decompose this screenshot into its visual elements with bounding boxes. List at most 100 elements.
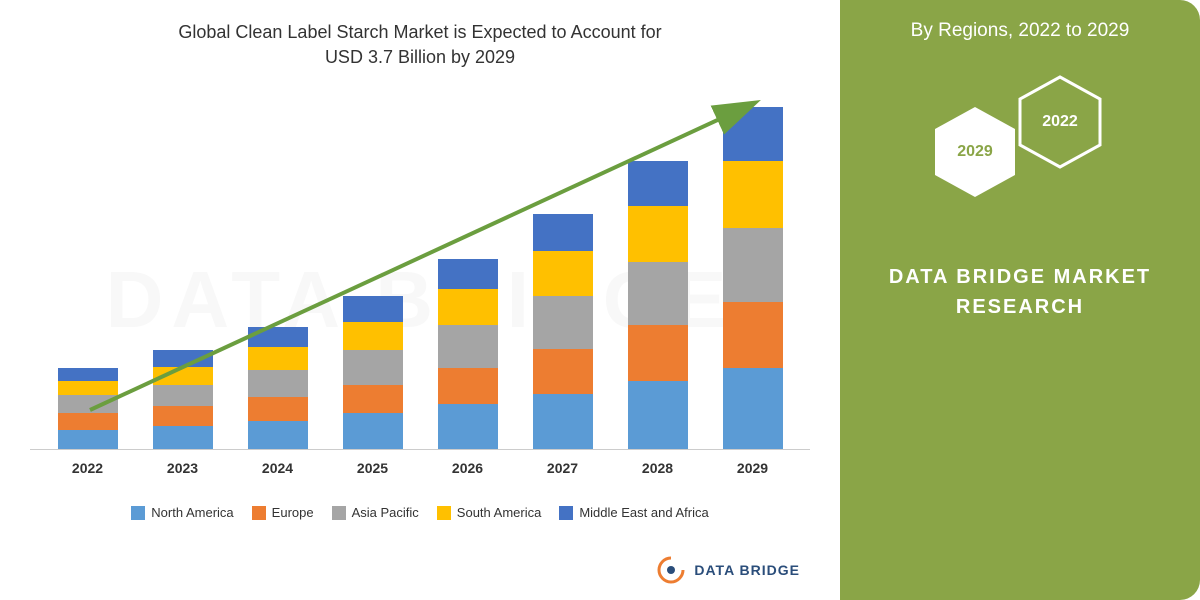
bar-segment [343,322,403,351]
legend-label: Middle East and Africa [579,505,708,520]
bar-group [623,161,693,449]
bar-segment [153,406,213,426]
x-label: 2022 [53,460,123,476]
bar-segment [343,413,403,449]
brand-line1: DATA BRIDGE MARKET [889,266,1151,288]
legend-swatch [559,506,573,520]
bar-segment [533,251,593,296]
x-label: 2023 [148,460,218,476]
bar-group [148,350,218,449]
hex-label-2029: 2029 [957,143,993,161]
bar-group [338,296,408,449]
x-label: 2026 [433,460,503,476]
bar-segment [58,368,118,381]
bar-segment [438,404,498,449]
bar-group [53,368,123,449]
bar-stack [248,327,308,449]
bar-segment [723,302,783,369]
bar-segment [153,350,213,366]
hexagons: 2029 2022 [920,72,1120,222]
brand-line2: RESEARCH [956,296,1084,318]
hex-label-2022: 2022 [1042,113,1078,131]
legend: North America Europe Asia Pacific South Ame… [30,505,810,520]
legend-label: South America [457,505,542,520]
x-label: 2029 [718,460,788,476]
chart-title: Global Clean Label Starch Market is Expe… [30,20,810,70]
bar-segment [58,381,118,395]
bar-segment [628,206,688,262]
chart-panel: DATA BRIDGE Global Clean Label Starch Ma… [0,0,840,600]
bar-segment [153,385,213,407]
legend-item: Asia Pacific [332,505,419,520]
bar-stack [438,259,498,450]
bar-segment [533,349,593,394]
bar-stack [153,350,213,449]
legend-item: Europe [252,505,314,520]
bar-segment [248,347,308,370]
bar-stack [58,368,118,449]
footer-logo-text: DATA BRIDGE [694,562,800,578]
bar-segment [723,368,783,449]
footer-logo: DATA BRIDGE [656,555,800,585]
bar-group [243,327,313,449]
hexagon-2022: 2022 [1015,72,1105,172]
x-label: 2024 [243,460,313,476]
bar-segment [58,395,118,413]
chart-area: 2022 2023 2024 2025 2026 2027 2028 2029 [30,90,810,490]
legend-item: South America [437,505,542,520]
legend-label: Asia Pacific [352,505,419,520]
bar-segment [628,262,688,325]
bar-segment [533,296,593,348]
bar-stack [343,296,403,449]
bar-segment [628,381,688,449]
chart-title-line2: USD 3.7 Billion by 2029 [325,47,515,67]
bar-segment [58,430,118,450]
bar-segment [153,367,213,385]
legend-item: Middle East and Africa [559,505,708,520]
bar-group [433,259,503,450]
bar-group [718,107,788,449]
legend-swatch [252,506,266,520]
bar-segment [723,107,783,161]
bar-segment [248,397,308,420]
x-label: 2027 [528,460,598,476]
x-label: 2028 [623,460,693,476]
hexagon-2029: 2029 [930,102,1020,202]
bar-segment [533,394,593,450]
bar-segment [533,214,593,252]
bar-segment [628,161,688,206]
bar-segment [343,296,403,321]
bar-segment [628,325,688,381]
bar-segment [438,325,498,368]
bar-stack [723,107,783,449]
bar-segment [438,368,498,404]
legend-swatch [437,506,451,520]
bar-segment [723,228,783,302]
bar-stack [533,214,593,450]
bar-segment [438,289,498,325]
bar-stack [628,161,688,449]
x-axis-labels: 2022 2023 2024 2025 2026 2027 2028 2029 [30,450,810,476]
bar-segment [153,426,213,449]
side-panel: By Regions, 2022 to 2029 2029 2022 DATA … [840,0,1200,600]
legend-label: Europe [272,505,314,520]
legend-swatch [332,506,346,520]
bar-segment [343,350,403,384]
bar-segment [248,421,308,450]
footer-logo-icon [656,555,686,585]
legend-item: North America [131,505,233,520]
chart-title-line1: Global Clean Label Starch Market is Expe… [178,22,661,42]
x-label: 2025 [338,460,408,476]
legend-label: North America [151,505,233,520]
bar-segment [248,370,308,397]
bar-segment [343,385,403,414]
bars-container [30,90,810,450]
bar-segment [438,259,498,290]
brand-name: DATA BRIDGE MARKET RESEARCH [889,262,1151,322]
infographic-container: DATA BRIDGE Global Clean Label Starch Ma… [0,0,1200,600]
bar-segment [723,161,783,228]
bar-group [528,214,598,450]
side-title: By Regions, 2022 to 2029 [911,20,1130,42]
legend-swatch [131,506,145,520]
bar-segment [248,327,308,347]
